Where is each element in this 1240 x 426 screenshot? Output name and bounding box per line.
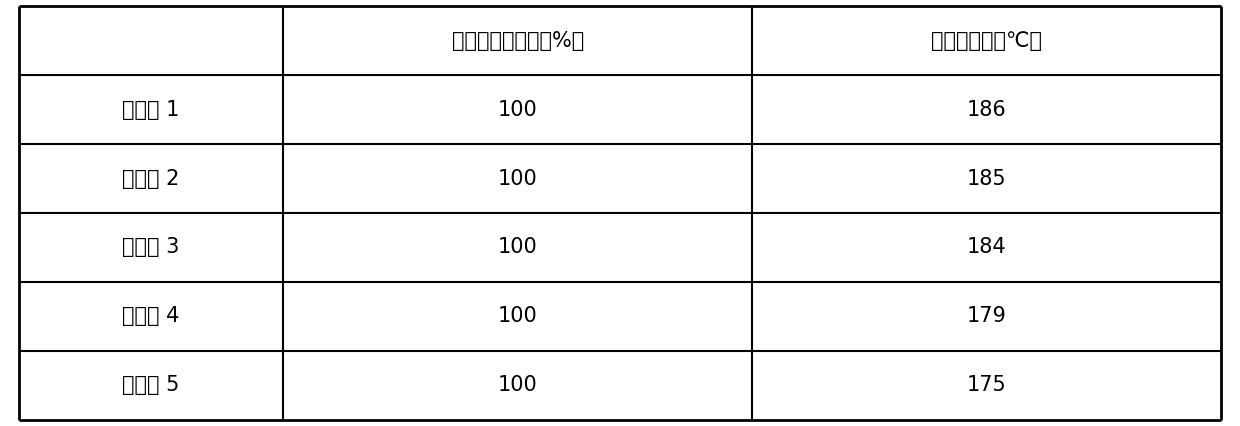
Text: 100: 100	[498, 375, 538, 395]
Text: 二氧化碳选择性（%）: 二氧化碳选择性（%）	[451, 31, 584, 51]
Text: 186: 186	[967, 100, 1007, 120]
Text: 实施例 4: 实施例 4	[123, 306, 180, 326]
Text: 实施例 2: 实施例 2	[123, 169, 180, 189]
Text: 实施例 3: 实施例 3	[123, 237, 180, 257]
Text: 179: 179	[967, 306, 1007, 326]
Text: 175: 175	[967, 375, 1007, 395]
Text: 100: 100	[498, 306, 538, 326]
Text: 全转化温度（℃）: 全转化温度（℃）	[931, 31, 1043, 51]
Text: 100: 100	[498, 100, 538, 120]
Text: 100: 100	[498, 169, 538, 189]
Text: 实施例 5: 实施例 5	[123, 375, 180, 395]
Text: 185: 185	[967, 169, 1007, 189]
Text: 实施例 1: 实施例 1	[123, 100, 180, 120]
Text: 184: 184	[967, 237, 1007, 257]
Text: 100: 100	[498, 237, 538, 257]
